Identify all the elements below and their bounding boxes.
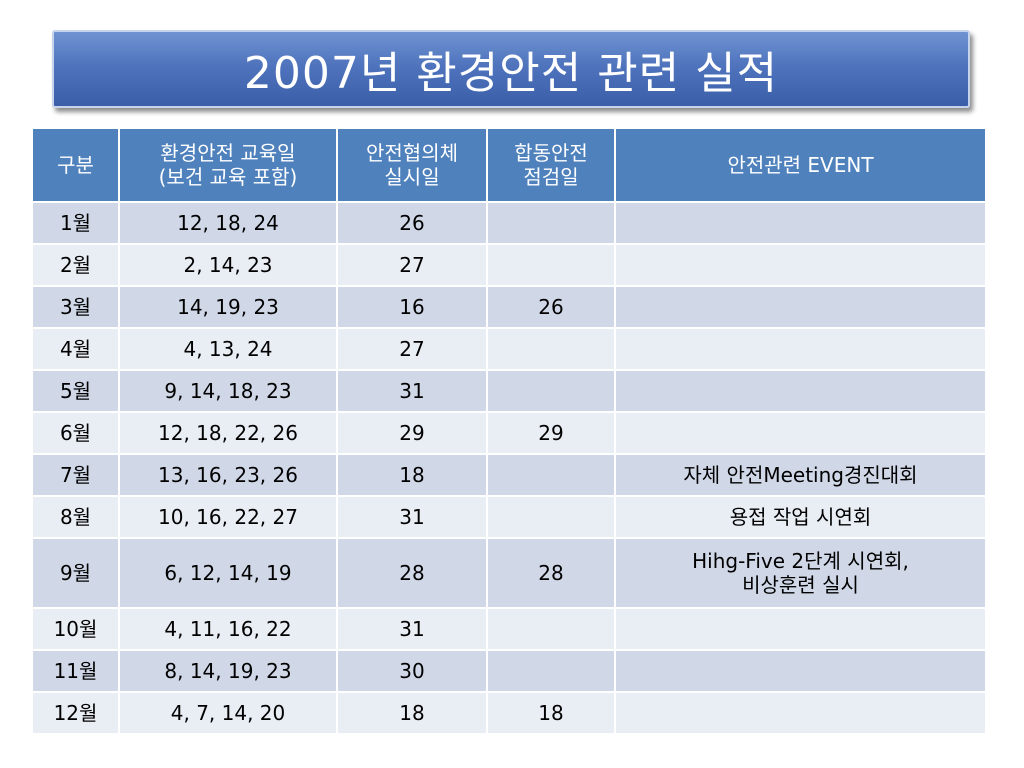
- cell-event: [614, 201, 987, 245]
- performance-table: 구분 환경안전 교육일 (보건 교육 포함) 안전협의체 실시일 합동안전 점검…: [31, 127, 987, 735]
- cell-inspection: [486, 649, 616, 693]
- cell-month: 7월: [31, 453, 120, 497]
- cell-event: [614, 369, 987, 413]
- table-container: 구분 환경안전 교육일 (보건 교육 포함) 안전협의체 실시일 합동안전 점검…: [31, 127, 987, 735]
- cell-council: 31: [336, 495, 488, 539]
- table-row: 6월 12, 18, 22, 26 29 29: [31, 411, 987, 455]
- cell-event: [614, 411, 987, 455]
- table-row: 8월 10, 16, 22, 27 31 용접 작업 시연회: [31, 495, 987, 539]
- header-category: 구분: [31, 127, 120, 203]
- cell-council: 27: [336, 243, 488, 287]
- cell-month: 5월: [31, 369, 120, 413]
- table-row: 4월 4, 13, 24 27: [31, 327, 987, 371]
- cell-inspection: [486, 243, 616, 287]
- cell-education: 13, 16, 23, 26: [118, 453, 338, 497]
- cell-inspection: 29: [486, 411, 616, 455]
- title-banner: 2007년 환경안전 관련 실적: [52, 30, 970, 108]
- cell-education: 9, 14, 18, 23: [118, 369, 338, 413]
- table-row: 7월 13, 16, 23, 26 18 자체 안전Meeting경진대회: [31, 453, 987, 497]
- table-row: 9월 6, 12, 14, 19 28 28 Hihg-Five 2단계 시연회…: [31, 537, 987, 609]
- cell-council: 29: [336, 411, 488, 455]
- cell-inspection: [486, 201, 616, 245]
- cell-month: 1월: [31, 201, 120, 245]
- cell-month: 4월: [31, 327, 120, 371]
- cell-inspection: [486, 495, 616, 539]
- cell-education: 4, 13, 24: [118, 327, 338, 371]
- cell-event: 자체 안전Meeting경진대회: [614, 453, 987, 497]
- table-row: 11월 8, 14, 19, 23 30: [31, 649, 987, 693]
- cell-month: 12월: [31, 691, 120, 735]
- cell-month: 11월: [31, 649, 120, 693]
- table-row: 12월 4, 7, 14, 20 18 18: [31, 691, 987, 735]
- table-row: 1월 12, 18, 24 26: [31, 201, 987, 245]
- cell-education: 14, 19, 23: [118, 285, 338, 329]
- table-row: 5월 9, 14, 18, 23 31: [31, 369, 987, 413]
- header-inspection-dates: 합동안전 점검일: [486, 127, 616, 203]
- page-title: 2007년 환경안전 관련 실적: [243, 48, 779, 99]
- cell-inspection: [486, 327, 616, 371]
- table-row: 10월 4, 11, 16, 22 31: [31, 607, 987, 651]
- header-council-dates: 안전협의체 실시일: [336, 127, 488, 203]
- cell-inspection: 18: [486, 691, 616, 735]
- cell-education: 2, 14, 23: [118, 243, 338, 287]
- cell-council: 18: [336, 691, 488, 735]
- header-education-dates: 환경안전 교육일 (보건 교육 포함): [118, 127, 338, 203]
- cell-education: 12, 18, 24: [118, 201, 338, 245]
- table-row: 2월 2, 14, 23 27: [31, 243, 987, 287]
- cell-month: 3월: [31, 285, 120, 329]
- cell-council: 30: [336, 649, 488, 693]
- cell-event: [614, 327, 987, 371]
- header-safety-event: 안전관련 EVENT: [614, 127, 987, 203]
- cell-inspection: [486, 453, 616, 497]
- cell-education: 12, 18, 22, 26: [118, 411, 338, 455]
- cell-council: 28: [336, 537, 488, 609]
- cell-event: Hihg-Five 2단계 시연회, 비상훈련 실시: [614, 537, 987, 609]
- cell-inspection: 28: [486, 537, 616, 609]
- cell-inspection: [486, 369, 616, 413]
- table-header-row: 구분 환경안전 교육일 (보건 교육 포함) 안전협의체 실시일 합동안전 점검…: [31, 127, 987, 203]
- cell-inspection: [486, 607, 616, 651]
- cell-month: 6월: [31, 411, 120, 455]
- cell-event: [614, 243, 987, 287]
- cell-inspection: 26: [486, 285, 616, 329]
- cell-month: 8월: [31, 495, 120, 539]
- cell-month: 2월: [31, 243, 120, 287]
- cell-event: [614, 649, 987, 693]
- cell-education: 10, 16, 22, 27: [118, 495, 338, 539]
- cell-council: 31: [336, 607, 488, 651]
- cell-education: 8, 14, 19, 23: [118, 649, 338, 693]
- table-row: 3월 14, 19, 23 16 26: [31, 285, 987, 329]
- cell-education: 6, 12, 14, 19: [118, 537, 338, 609]
- cell-council: 18: [336, 453, 488, 497]
- cell-council: 27: [336, 327, 488, 371]
- cell-council: 31: [336, 369, 488, 413]
- cell-month: 10월: [31, 607, 120, 651]
- cell-council: 26: [336, 201, 488, 245]
- cell-event: 용접 작업 시연회: [614, 495, 987, 539]
- cell-council: 16: [336, 285, 488, 329]
- cell-education: 4, 7, 14, 20: [118, 691, 338, 735]
- cell-month: 9월: [31, 537, 120, 609]
- cell-event: [614, 607, 987, 651]
- cell-event: [614, 691, 987, 735]
- cell-event: [614, 285, 987, 329]
- cell-education: 4, 11, 16, 22: [118, 607, 338, 651]
